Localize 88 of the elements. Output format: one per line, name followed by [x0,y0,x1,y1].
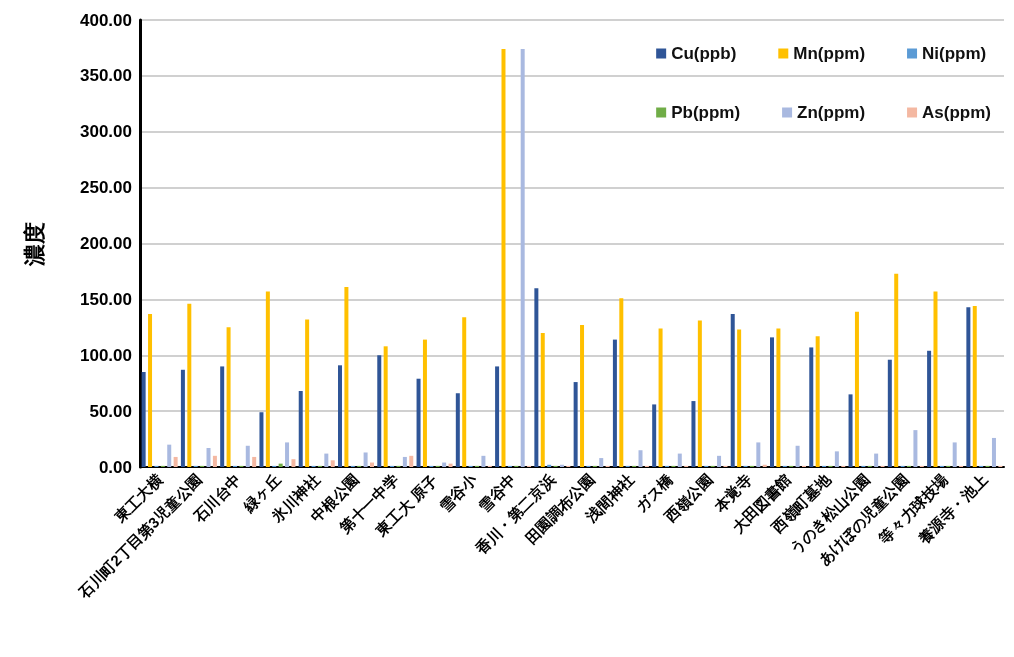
bar [737,329,742,467]
bar [330,460,335,467]
y-tick-label: 100.00 [80,345,132,365]
bar [573,382,578,467]
y-tick-label: 300.00 [80,122,132,142]
legend-label: Pb(ppm) [671,103,741,122]
bar [991,437,996,467]
bar [220,366,225,467]
bar [180,369,185,467]
bar [580,325,585,467]
y-tick-label: 350.00 [80,66,132,86]
bar [226,327,231,467]
bar [776,328,781,467]
bar [834,451,839,467]
y-tick-label: 50.00 [89,401,132,421]
y-axis-title: 濃度 [21,221,47,267]
bar [697,320,702,467]
bar [520,49,525,467]
bar [278,463,283,467]
bar [148,313,153,467]
bar [795,445,800,467]
bar [344,287,349,467]
bar [612,339,617,467]
bar [652,404,657,467]
bar [212,455,217,467]
bar [677,453,682,467]
y-tick-label: 250.00 [80,178,132,198]
bar [141,372,146,467]
bar [619,298,624,467]
legend-label: Zn(ppm) [797,103,866,122]
bar [730,313,735,467]
y-tick-label: 200.00 [80,234,132,253]
bar [854,311,859,467]
bar [167,444,172,467]
bar [717,455,722,467]
bar [206,448,211,467]
bar [363,452,368,467]
bar [298,391,303,467]
bar [540,332,545,467]
bar [658,328,663,467]
legend-label: As(ppm) [922,103,992,122]
bar [972,306,977,467]
bar [265,291,270,467]
bar [187,303,192,467]
bar [534,288,539,467]
bar [402,456,407,467]
bar [448,463,453,467]
bar [422,339,427,467]
bar [691,401,696,467]
bar [952,442,957,467]
bar [638,450,643,467]
bar [495,366,500,467]
y-tick-label: 400.00 [80,10,132,30]
y-tick-label: 0.00 [98,457,132,477]
bar [815,336,820,467]
bar [409,455,414,467]
bar [259,412,264,467]
bar [377,355,382,467]
bar [324,453,329,467]
y-tick-label: 150.00 [80,289,132,309]
bar [848,394,853,467]
bar [481,455,486,467]
bar [770,337,774,467]
legend-label: Cu(ppb) [671,44,737,63]
bar [874,453,879,467]
bar [291,459,296,467]
bar [887,359,892,467]
bar [416,378,421,467]
legend-label: Ni(ppm) [922,44,987,63]
bar [933,291,938,467]
bar [383,346,388,467]
bar [927,350,932,467]
bar [501,49,506,467]
bar [305,319,310,467]
bar [966,307,971,467]
bar [338,365,342,467]
bar [599,458,604,467]
bar [173,456,178,467]
bar [894,273,899,467]
bar [252,456,257,467]
bar [455,393,460,467]
legend-label: Mn(ppm) [793,44,866,63]
bar [809,347,814,467]
bar [913,430,918,467]
bar [462,317,467,467]
bar [245,445,250,467]
bar [285,442,290,467]
bar [756,442,761,467]
